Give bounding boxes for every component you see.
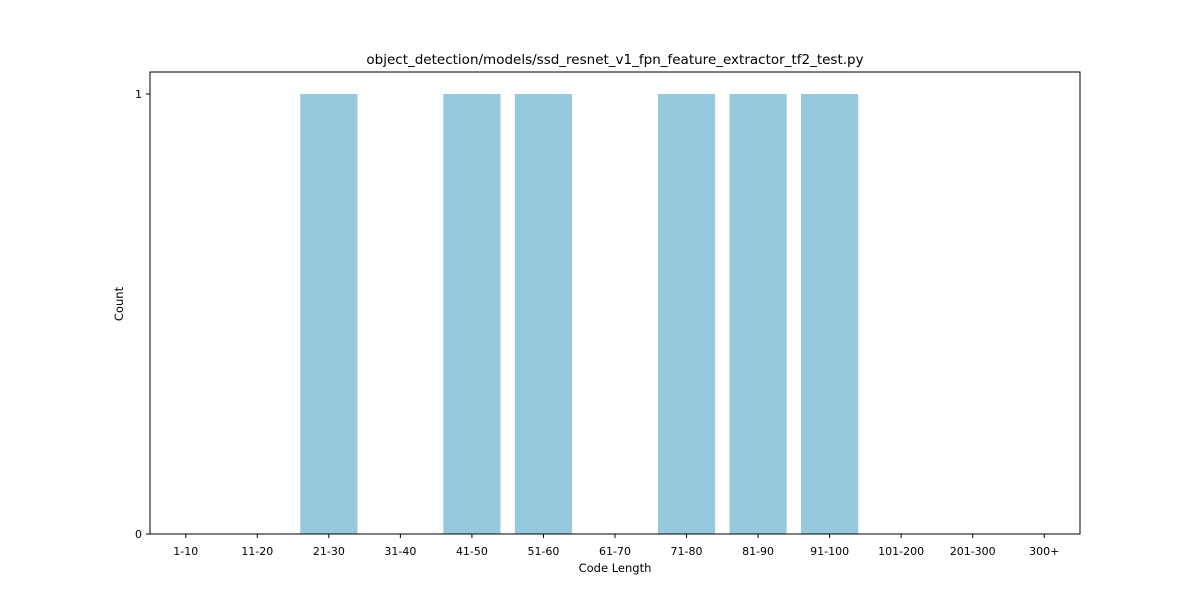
x-tick-label: 81-90 [742,545,774,558]
x-tick-label: 61-70 [599,545,631,558]
y-axis-ticks: 01 [135,88,150,541]
x-tick-label: 300+ [1029,545,1059,558]
x-tick-label: 71-80 [671,545,703,558]
plot-frame [149,71,1081,535]
y-axis-label: Count [112,286,126,321]
bar-91-100 [801,94,859,534]
y-tick-label: 1 [135,88,142,101]
x-tick-label: 91-100 [810,545,849,558]
y-tick-label: 0 [135,528,142,541]
x-tick-label: 11-20 [241,545,273,558]
x-tick-label: 101-200 [878,545,924,558]
bar-51-60 [514,94,573,534]
x-tick-label: 51-60 [527,545,559,558]
x-axis-ticks: 1-10 11-20 21-30 31-40 41-50 51-60 61-70 71-80 8… [173,534,1059,558]
x-tick-label: 41-50 [456,545,488,558]
x-tick-label: 31-40 [384,545,416,558]
bars [300,94,859,534]
chart-title: object_detection/models/ssd_resnet_v1_fp… [366,52,863,68]
x-tick-label: 1-10 [173,545,198,558]
bar-71-80 [657,94,716,534]
x-tick-label: 201-300 [950,545,996,558]
bar-81-90 [729,94,787,534]
bar-41-50 [443,94,501,534]
x-axis-label: Code Length [579,561,652,575]
x-tick-label: 21-30 [313,545,345,558]
bar-21-30 [300,94,358,534]
